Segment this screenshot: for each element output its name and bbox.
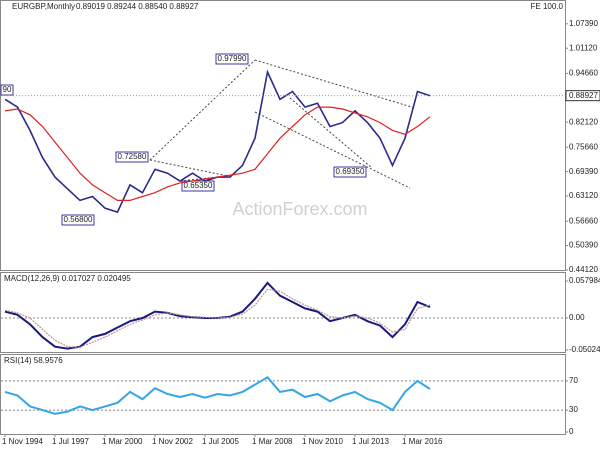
y-tick-label: 1.07390 <box>569 19 598 28</box>
annotation-boxes <box>0 53 367 226</box>
x-tick-label: 1 Jul 2005 <box>202 437 239 446</box>
y-tick-label: 30 <box>569 405 578 414</box>
series-line <box>4 106 431 201</box>
x-tick-label: 1 Mar 2016 <box>402 437 443 446</box>
corner-text: FE 100.0 <box>531 2 564 11</box>
macd-panel <box>0 272 566 353</box>
y-tick-label: 0.057984 <box>569 276 600 285</box>
current-price-box <box>565 90 600 102</box>
y-tick-label: 0.69390 <box>569 167 598 176</box>
annotation: 0.69350 <box>336 167 365 176</box>
annotation: 0.65350 <box>184 181 213 190</box>
ohlc-text: 0.89019 0.89244 0.88540 0.88927 <box>76 2 199 11</box>
series-line <box>4 288 431 348</box>
y-tick-label: 0.00 <box>569 313 585 322</box>
x-tick-label: 1 Mar 2008 <box>252 437 293 446</box>
x-tick-label: 1 Jul 2013 <box>352 437 389 446</box>
series-line <box>4 376 431 415</box>
annotation: 0.56800 <box>64 215 93 224</box>
y-tick-label: 0.82120 <box>569 117 598 126</box>
x-tick-label: 1 Mar 2000 <box>102 437 143 446</box>
x-tick-label: 1 Nov 1994 <box>2 437 43 446</box>
annotation: 0.97990 <box>218 54 247 63</box>
annotation: 0.72580 <box>118 152 147 161</box>
y-tick-label: 0.75660 <box>569 142 598 151</box>
y-tick-label: 70 <box>569 376 578 385</box>
y-tick-label: 0.50390 <box>569 241 598 250</box>
price-panel <box>0 0 566 271</box>
current-price-label: 0.88927 <box>569 91 598 100</box>
y-tick-label: -0.050241 <box>569 345 600 354</box>
y-tick-label: 0.63120 <box>569 191 598 200</box>
y-tick-label: 0.56660 <box>569 216 598 225</box>
trendlines <box>149 59 416 189</box>
y-tick-label: 0 <box>569 427 574 436</box>
rsi-panel <box>0 354 566 435</box>
panel-title: MACD(12,26,9) 0.017027 0.020495 <box>4 274 131 283</box>
y-tick-label: 0.44120 <box>569 265 598 274</box>
panel-title: RSI(14) 58.9576 <box>4 356 63 365</box>
y-tick-label: 1.01120 <box>569 43 598 52</box>
annotation: 90 <box>3 85 12 94</box>
x-tick-label: 1 Jul 1997 <box>52 437 89 446</box>
y-tick-label: 0.94660 <box>569 68 598 77</box>
x-tick-label: 1 Nov 2002 <box>152 437 193 446</box>
watermark: ActionForex.com <box>232 199 367 219</box>
chart-title: EURGBP,Monthly <box>12 2 75 11</box>
x-tick-label: 1 Nov 2010 <box>302 437 343 446</box>
